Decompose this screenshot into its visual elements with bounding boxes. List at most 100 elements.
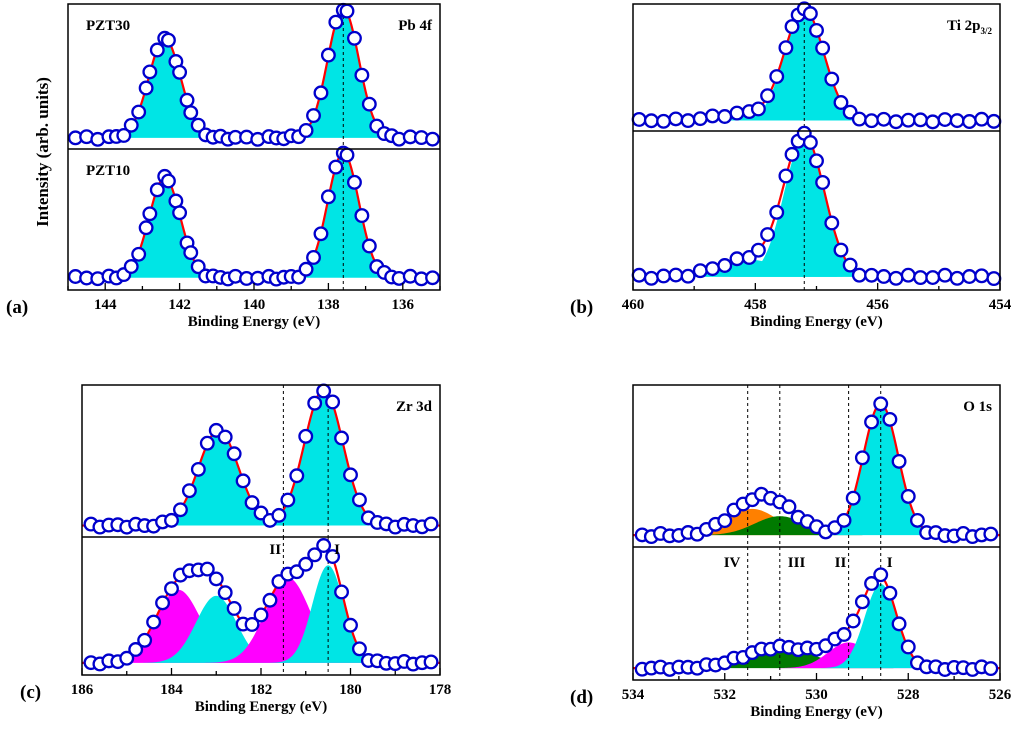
data-point	[680, 268, 696, 284]
y-axis-label: Intensity (arb. units)	[33, 77, 52, 227]
data-point	[155, 595, 171, 611]
data-point	[717, 513, 733, 529]
data-point	[343, 617, 358, 633]
data-point	[729, 105, 745, 121]
plot-frame	[67, 3, 441, 291]
data-point	[128, 642, 144, 657]
component-peak-2	[68, 152, 440, 278]
data-point	[983, 526, 999, 542]
data-point	[298, 556, 314, 572]
data-point	[307, 395, 323, 411]
data-point	[425, 131, 441, 147]
data-point	[900, 488, 916, 504]
data-point	[334, 430, 350, 446]
data-point	[262, 592, 278, 608]
data-point	[179, 92, 195, 108]
data-point	[824, 215, 840, 231]
panels: PZT30 Pb 4f PZT10 144 142 140 138 136 Binding En…	[6, 1, 1012, 720]
data-point	[217, 585, 233, 601]
data-point	[974, 268, 990, 284]
data-point	[778, 40, 794, 56]
component-marker-IV: IV	[724, 555, 741, 571]
data-point	[208, 571, 224, 587]
component-peak-3	[633, 403, 1000, 536]
data-point	[280, 492, 296, 508]
core-level-text: Zr 3d	[396, 399, 433, 415]
data-point	[131, 104, 147, 120]
data-point	[854, 594, 870, 610]
data-point	[864, 113, 880, 129]
panel-a: PZT30 Pb 4f PZT10 144 142 140 138 136 Binding En…	[6, 2, 441, 330]
data-point	[760, 88, 776, 104]
data-point	[339, 3, 355, 19]
data-point	[354, 67, 370, 83]
component-peak-1	[633, 9, 1000, 121]
x-tick-label: 142	[168, 297, 191, 313]
component-peak-2	[633, 642, 1000, 669]
data-point	[873, 396, 889, 412]
data-point	[809, 22, 824, 38]
x-axis-title: Binding Energy (eV)	[195, 699, 328, 715]
data-point	[802, 135, 818, 150]
x-tick-label: 530	[805, 687, 828, 703]
data-point	[769, 69, 785, 84]
data-point	[190, 461, 206, 477]
data-point	[833, 242, 849, 258]
core-level-text: O 1s	[963, 399, 992, 415]
data-point	[891, 453, 907, 469]
fit-envelope	[82, 388, 440, 527]
data-point	[183, 245, 199, 261]
data-point	[142, 64, 158, 80]
x-tick-label: 182	[250, 682, 273, 698]
data-point	[313, 226, 329, 242]
data-point	[949, 113, 965, 129]
core-level-text: Ti 2p	[947, 18, 981, 34]
data-point	[352, 641, 367, 657]
data-point	[784, 146, 800, 162]
data-point	[346, 30, 362, 46]
component-peak-1	[68, 38, 440, 138]
component-peak-2	[68, 8, 440, 138]
panel-d: O 1s 534 532 530 528 526 Binding Energy (eV) (d…	[570, 384, 1012, 720]
data-point	[423, 516, 439, 532]
x-tick-label: 456	[866, 297, 889, 313]
data-point	[119, 650, 135, 666]
component-marker-I: I	[334, 542, 340, 558]
data-point	[123, 117, 139, 133]
data-point	[298, 428, 314, 444]
data-point	[253, 607, 269, 623]
data-point	[244, 495, 260, 511]
core-level-label: Zr 3d	[396, 399, 433, 415]
panel-label: (c)	[20, 682, 41, 703]
data-point	[692, 263, 708, 279]
data-point	[876, 269, 892, 284]
data-point	[354, 208, 370, 224]
data-point	[717, 258, 733, 273]
data-point	[802, 6, 818, 22]
x-tick-label: 458	[744, 297, 767, 313]
data-point	[320, 47, 336, 63]
data-point	[854, 450, 870, 466]
data-point	[346, 174, 362, 190]
data-point	[138, 80, 154, 96]
fit-envelope	[633, 402, 1000, 537]
data-point	[298, 261, 314, 277]
x-tick-label: 526	[989, 687, 1012, 703]
data-point	[656, 113, 672, 129]
data-point	[833, 95, 849, 110]
panel-label: (a)	[6, 297, 28, 318]
data-point	[925, 270, 941, 285]
data-point	[781, 499, 797, 515]
panel-label: (b)	[570, 297, 593, 318]
data-point	[361, 96, 377, 112]
data-point	[328, 14, 344, 30]
data-point	[334, 584, 350, 600]
data-point	[298, 122, 314, 138]
data-point	[172, 502, 188, 518]
data-point	[729, 251, 745, 267]
data-point	[172, 205, 188, 221]
data-point	[937, 112, 953, 127]
data-point	[809, 153, 824, 169]
data-point	[851, 111, 867, 127]
x-tick-label: 184	[160, 682, 183, 698]
